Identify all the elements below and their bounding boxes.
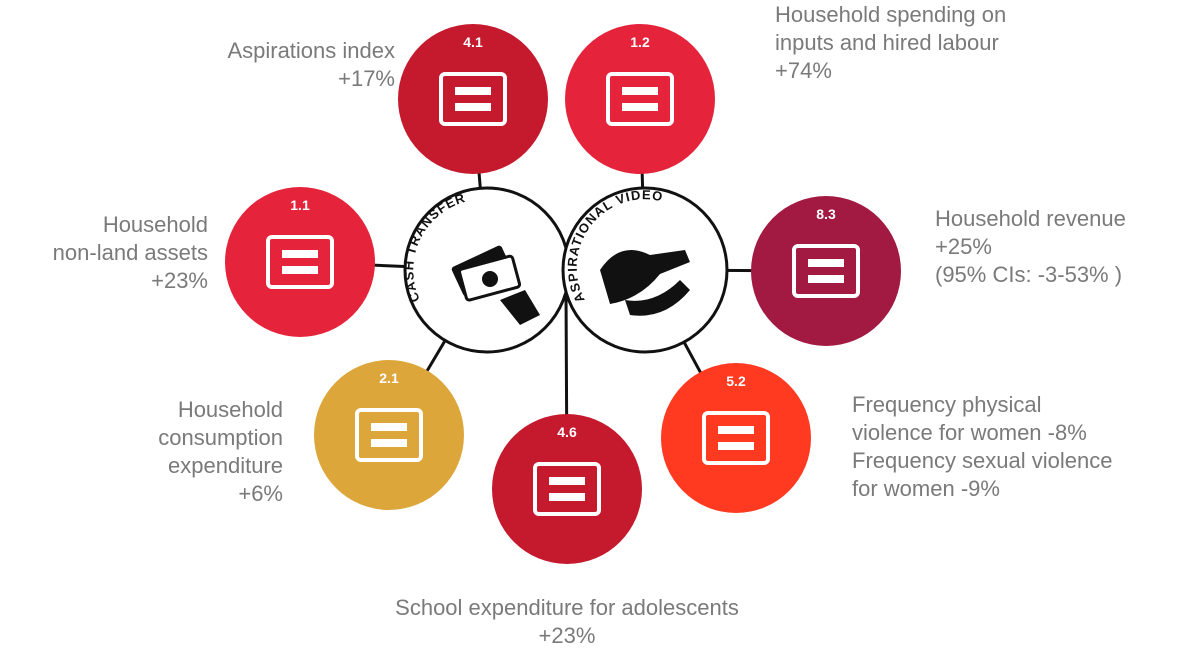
goal-label: Frequency physical violence for women -8%… [852, 392, 1112, 501]
goal-icon [718, 426, 754, 434]
goal-icon [622, 103, 658, 111]
label-line: +23% [539, 623, 596, 648]
label-line: Aspirations index [227, 38, 395, 63]
goal-circle [398, 24, 548, 174]
label-line: for women -9% [852, 476, 1000, 501]
goal-icon [808, 275, 844, 283]
goal-circle [661, 363, 811, 513]
goal-icon [549, 477, 585, 485]
label-line: +23% [151, 268, 208, 293]
goal-circle [314, 360, 464, 510]
goal-label: School expenditure for adolescents +23% [395, 595, 739, 648]
goal-icon [282, 250, 318, 258]
label-line: expenditure [168, 453, 283, 478]
goal-label: Household revenue +25% (95% CIs: -3-53% ) [935, 206, 1126, 287]
label-line: consumption [158, 425, 283, 450]
label-line: +17% [338, 66, 395, 91]
goal-icon [622, 87, 658, 95]
label-line: non-land assets [53, 240, 208, 265]
goal-icon [455, 103, 491, 111]
goal-icon [808, 259, 844, 267]
goal-code: 4.1 [463, 34, 483, 50]
cash-icon [451, 245, 540, 325]
label-line: Household revenue [935, 206, 1126, 231]
goal-label: Household consumption expenditure +6% [158, 397, 283, 506]
goal-icon [355, 408, 423, 462]
goal-circle [565, 24, 715, 174]
label-line: +6% [238, 481, 283, 506]
goal-code: 1.1 [290, 197, 310, 213]
label-line: Frequency sexual violence [852, 448, 1112, 473]
goal-icon [282, 266, 318, 274]
goal-icon [266, 235, 334, 289]
label-line: (95% CIs: -3-53% ) [935, 262, 1122, 287]
goal-icon [702, 411, 770, 465]
goal-icon [371, 439, 407, 447]
goal-icon [371, 423, 407, 431]
goal-icon [606, 72, 674, 126]
label-line: Frequency physical [852, 392, 1042, 417]
nodes: 4.1 1.2 1.1 8.3 2.1 4.6 5.2 [225, 24, 901, 564]
goal-label: Aspirations index +17% [227, 38, 395, 91]
goal-code: 8.3 [816, 206, 836, 222]
goal-circle [225, 187, 375, 337]
goal-circle [751, 196, 901, 346]
goal-code: 1.2 [630, 34, 650, 50]
goal-icon [439, 72, 507, 126]
goal-code: 4.6 [557, 424, 577, 440]
label-line: inputs and hired labour [775, 30, 999, 55]
goal-icon [533, 462, 601, 516]
label-line: +74% [775, 58, 832, 83]
goal-label: Household non-land assets +23% [53, 212, 208, 293]
goal-code: 5.2 [726, 373, 746, 389]
goal-code: 2.1 [379, 370, 399, 386]
goal-circle [492, 414, 642, 564]
handshake-icon [600, 250, 690, 316]
label-line: School expenditure for adolescents [395, 595, 739, 620]
goal-icon [718, 442, 754, 450]
label-line: Household [178, 397, 283, 422]
label-line: Household [103, 212, 208, 237]
label-line: violence for women -8% [852, 420, 1087, 445]
goal-icon [792, 244, 860, 298]
label-line: Household spending on [775, 2, 1006, 27]
goal-icon [549, 493, 585, 501]
goal-icon [455, 87, 491, 95]
label-line: +25% [935, 234, 992, 259]
goal-label: Household spending on inputs and hired la… [775, 2, 1006, 83]
